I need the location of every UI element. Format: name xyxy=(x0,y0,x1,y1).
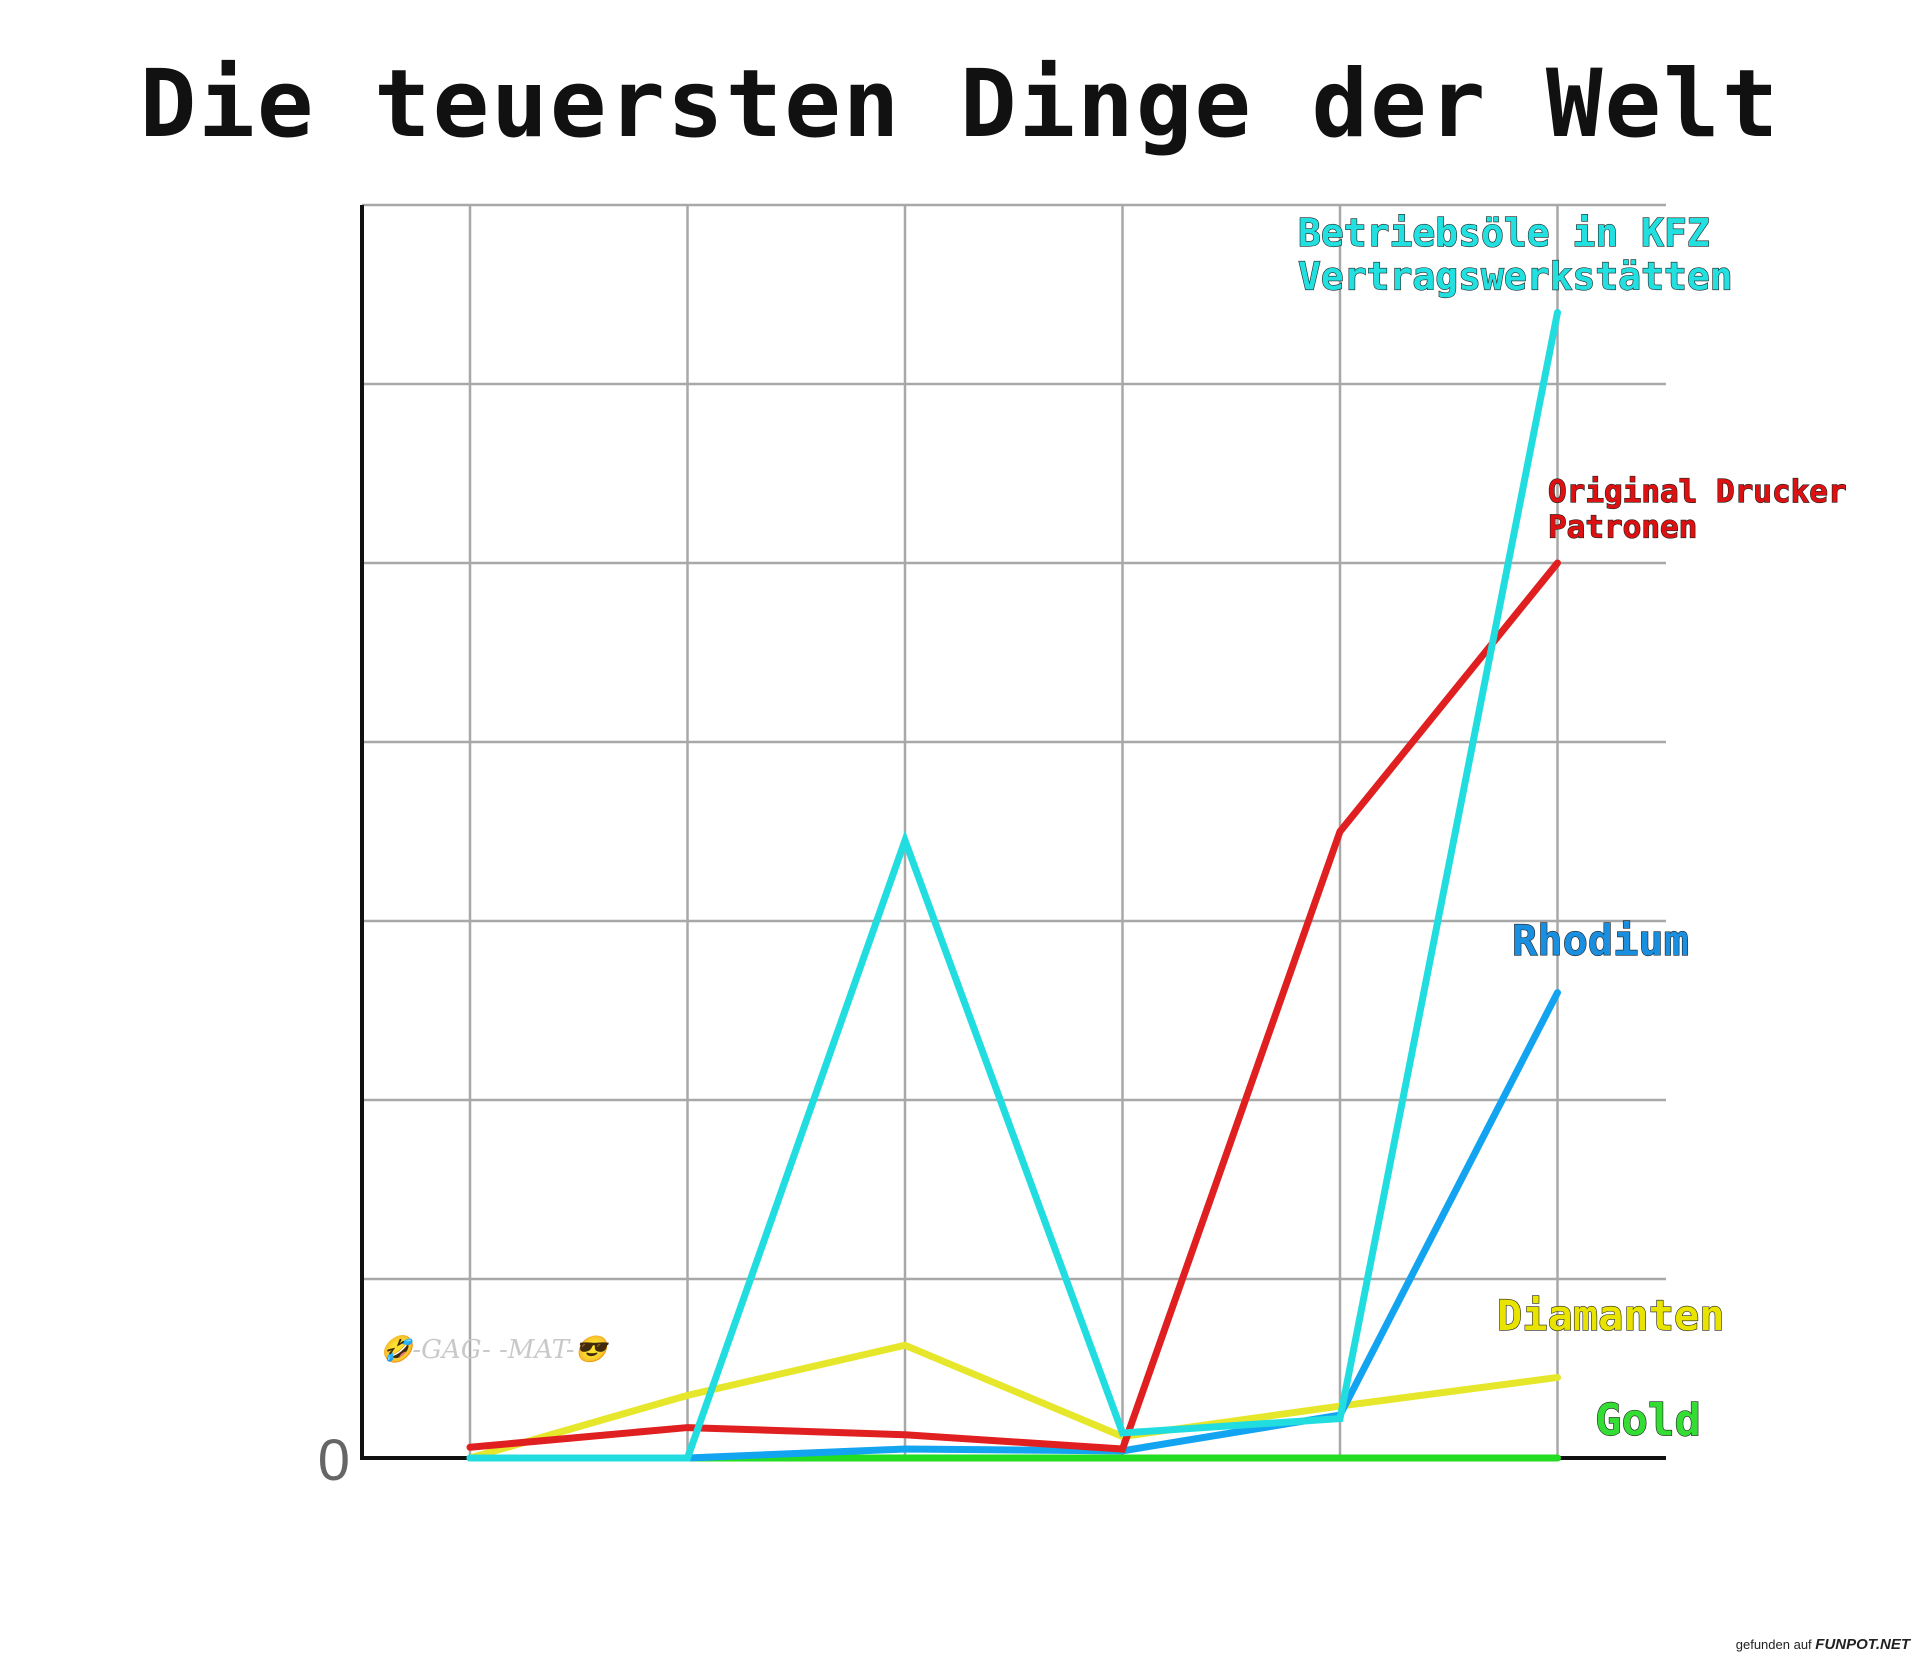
series-lines xyxy=(466,308,1561,1462)
series-label-line: Betriebsöle in KFZ xyxy=(1298,211,1710,255)
series-label-line: Original Drucker xyxy=(1548,474,1847,510)
series-label-line: Rhodium xyxy=(1512,916,1689,965)
series-label: Betriebsöle in KFZ Vertragswerkstätten xyxy=(1298,211,1733,299)
series-label-line: Gold xyxy=(1595,1395,1701,1446)
series-label-line: Diamanten xyxy=(1497,1291,1725,1340)
series-labels: Gold Diamanten Rhodium Original Drucker Patr… xyxy=(1297,210,1847,1446)
series-label-line: Vertragswerkstätten xyxy=(1298,255,1733,299)
credit-prefix: gefunden auf xyxy=(1735,1637,1812,1652)
axes xyxy=(360,205,1666,1460)
watermark-text: -GAG- -MAT- xyxy=(412,1335,575,1365)
series-label: Rhodium xyxy=(1512,916,1689,965)
series-label: Original Drucker Patronen xyxy=(1548,474,1847,546)
credit: gefunden auf FUNPOT.NET xyxy=(1736,1636,1910,1653)
grid xyxy=(362,203,1666,1458)
series-label: Diamanten xyxy=(1497,1291,1725,1340)
series-line xyxy=(466,308,1561,1462)
watermark: 🤣-GAG- -MAT-😎 xyxy=(380,1335,607,1365)
y-tick-labels: 0 xyxy=(318,1428,350,1493)
chart-title: Die teuersten Dinge der Welt xyxy=(139,50,1781,159)
series-label: Gold xyxy=(1595,1395,1701,1446)
series-line xyxy=(466,1341,1561,1462)
series-line xyxy=(466,559,1561,1453)
y-tick-label: 0 xyxy=(318,1428,350,1493)
credit-site: FUNPOT.NET xyxy=(1815,1636,1910,1653)
series-label-line: Patronen xyxy=(1548,510,1697,546)
